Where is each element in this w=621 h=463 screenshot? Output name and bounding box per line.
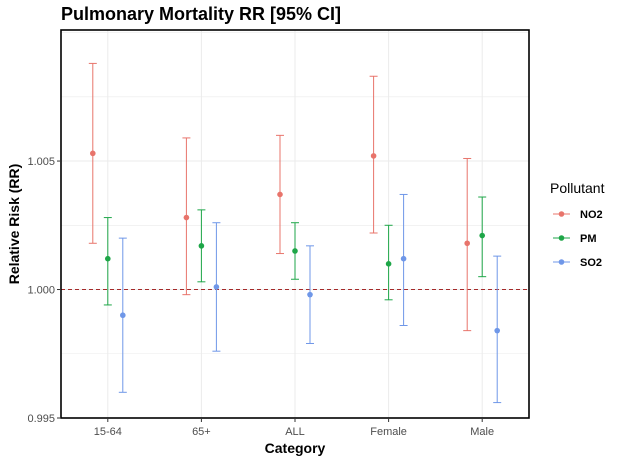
data-point xyxy=(277,191,283,198)
series-pm xyxy=(103,196,487,306)
legend-item-no2: NO2 xyxy=(553,209,603,221)
data-point xyxy=(198,243,205,249)
data-point xyxy=(464,240,471,247)
series-no2 xyxy=(88,62,472,332)
legend-label: NO2 xyxy=(580,209,603,221)
legend-title: Pollutant xyxy=(550,180,605,196)
data-point xyxy=(370,153,377,159)
data-point xyxy=(105,255,111,262)
data-point xyxy=(494,327,501,334)
y-tick-label: 0.995 xyxy=(27,413,55,425)
data-point xyxy=(400,255,407,262)
data-point xyxy=(183,214,190,221)
data-point xyxy=(385,261,392,267)
chart-marks xyxy=(88,62,502,404)
data-point xyxy=(479,232,486,239)
data-point xyxy=(292,248,298,254)
data-point xyxy=(213,284,220,290)
x-tick-label: Female xyxy=(370,426,407,438)
x-axis-title: Category xyxy=(265,440,326,456)
legend-label: SO2 xyxy=(580,257,602,269)
legend-key-point xyxy=(558,211,565,217)
data-point xyxy=(90,150,96,157)
legend-key-point xyxy=(558,259,565,265)
y-axis-title: Relative Risk (RR) xyxy=(6,164,22,285)
data-point xyxy=(120,312,126,319)
legend-item-so2: SO2 xyxy=(553,257,602,269)
legend-label: PM xyxy=(580,233,597,245)
x-tick-label: 65+ xyxy=(192,426,211,438)
data-point xyxy=(307,291,313,298)
y-tick-label: 1.005 xyxy=(27,156,55,168)
x-tick-label: 15-64 xyxy=(94,426,122,438)
legend: Pollutant NO2 PM SO2 xyxy=(550,180,605,269)
axes: 0.995 1.000 1.005 15-64 65+ ALL Female Male xyxy=(27,156,494,438)
y-tick-label: 1.000 xyxy=(27,285,55,297)
chart-title: Pulmonary Mortality RR [95% CI] xyxy=(61,4,342,24)
legend-item-pm: PM xyxy=(553,233,597,245)
x-tick-label: ALL xyxy=(285,426,305,438)
series-so2 xyxy=(118,193,502,404)
x-tick-label: Male xyxy=(470,426,494,438)
legend-key-point xyxy=(558,235,565,241)
